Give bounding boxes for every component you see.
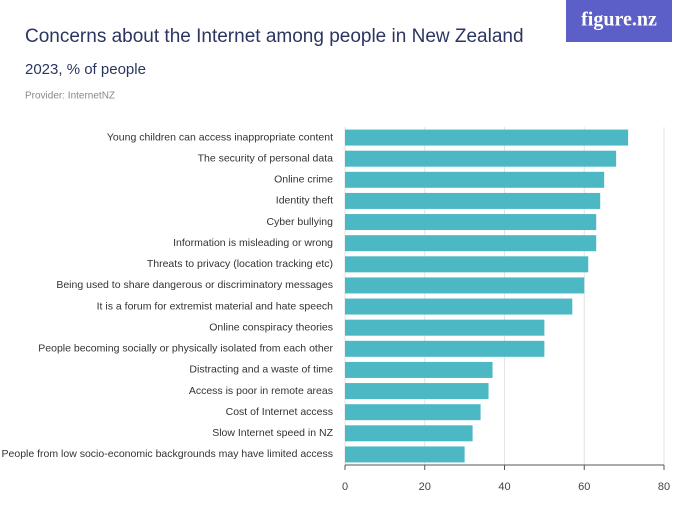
y-tick-label: Cyber bullying (266, 216, 333, 228)
y-tick-label: It is a forum for extremist material and… (97, 300, 334, 312)
bar (345, 235, 597, 252)
logo: figure.nz (581, 9, 657, 31)
bar (345, 425, 473, 442)
x-tick-label: 40 (498, 481, 510, 493)
logo-box (566, 0, 672, 42)
bar (345, 446, 465, 463)
x-tick-label: 0 (342, 481, 348, 493)
y-tick-label: Slow Internet speed in NZ (212, 427, 333, 439)
chart-subtitle: 2023, % of people (25, 61, 146, 78)
y-tick-label: Access is poor in remote areas (189, 385, 333, 397)
bar (345, 192, 601, 209)
y-tick-label: Information is misleading or wrong (173, 237, 333, 249)
y-tick-label: The security of personal data (198, 152, 334, 164)
y-tick-label: Online conspiracy theories (209, 321, 333, 333)
bar (345, 214, 597, 231)
y-tick-label: People becoming socially or physically i… (38, 343, 333, 355)
bar (345, 298, 573, 315)
y-tick-label: Cost of Internet access (226, 406, 333, 418)
provider: Provider: InternetNZ (25, 91, 115, 102)
bar (345, 361, 493, 378)
y-tick-label: Being used to share dangerous or discrim… (56, 279, 333, 291)
bar (345, 256, 589, 273)
bar (345, 129, 629, 146)
bar (345, 277, 585, 294)
bar (345, 340, 545, 357)
bar (345, 404, 481, 421)
bar (345, 383, 489, 400)
y-tick-label: Online crime (274, 174, 333, 186)
bar (345, 171, 605, 188)
x-tick-label: 20 (419, 481, 431, 493)
y-tick-label: Identity theft (276, 195, 333, 207)
x-tick-label: 80 (658, 481, 670, 493)
y-tick-label: People from low socio-economic backgroun… (2, 448, 333, 460)
x-tick-label: 60 (578, 481, 590, 493)
y-tick-label: Young children can access inappropriate … (107, 131, 333, 143)
y-tick-label: Distracting and a waste of time (189, 364, 333, 376)
bar (345, 150, 617, 167)
y-tick-label: Threats to privacy (location tracking et… (147, 258, 333, 270)
bar (345, 319, 545, 336)
chart-title: Concerns about the Internet among people… (25, 26, 524, 47)
